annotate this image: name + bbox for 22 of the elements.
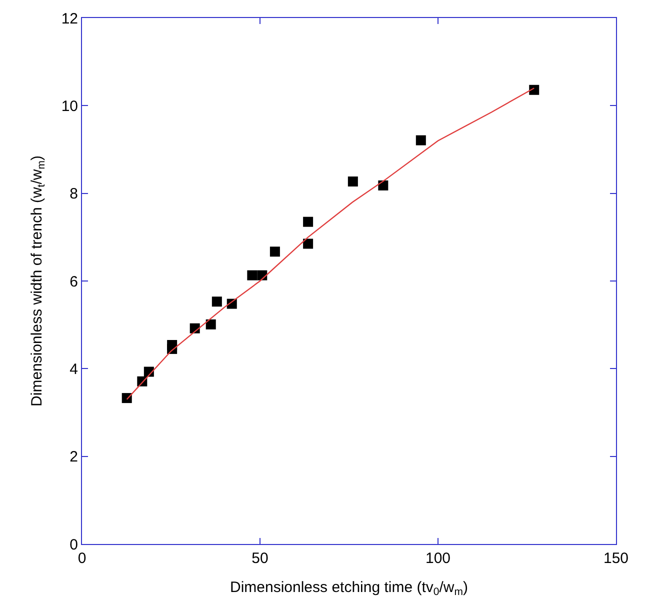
y-tick-label: 2 bbox=[70, 448, 78, 466]
y-tick-label: 4 bbox=[70, 360, 78, 378]
x-axis-title: Dimensionless etching time (tv$_{0}$/w$_{m}$) bbox=[230, 579, 468, 598]
y-tick-label: 10 bbox=[61, 98, 78, 115]
point bbox=[206, 319, 216, 330]
y-tick-label: 0 bbox=[70, 536, 78, 554]
y-tick-label: 8 bbox=[70, 186, 78, 203]
y-tick-label: 6 bbox=[70, 273, 78, 290]
point bbox=[416, 135, 426, 146]
x-tick-label: 50 bbox=[252, 550, 268, 567]
x-tick-label: 100 bbox=[425, 550, 451, 567]
point bbox=[378, 180, 388, 190]
point bbox=[212, 296, 222, 307]
point bbox=[303, 238, 314, 249]
x-tick-label: 150 bbox=[603, 550, 629, 567]
point bbox=[529, 84, 540, 95]
point bbox=[122, 393, 132, 404]
y-tick-label: 12 bbox=[61, 10, 78, 28]
point bbox=[247, 270, 258, 280]
point bbox=[270, 246, 280, 257]
point bbox=[348, 176, 358, 186]
point bbox=[303, 216, 314, 227]
